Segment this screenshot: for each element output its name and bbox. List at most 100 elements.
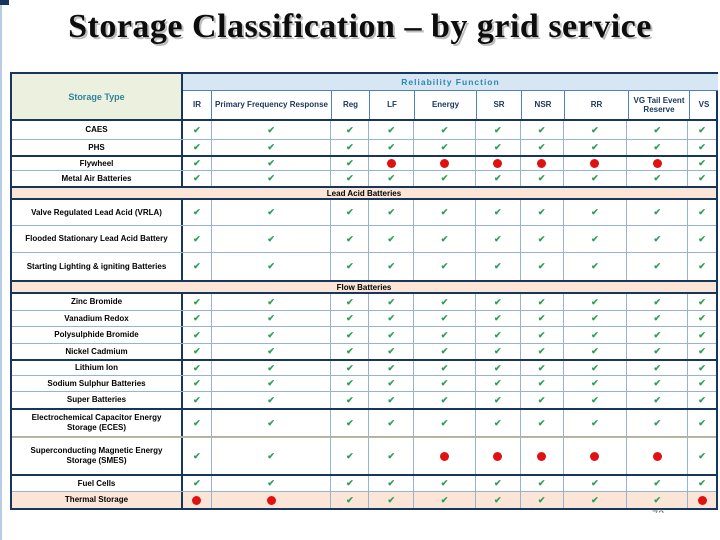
- check-icon: ✔: [387, 296, 395, 307]
- check-icon: ✔: [440, 362, 449, 373]
- check-icon: ✔: [267, 296, 275, 307]
- check-icon: ✔: [698, 233, 706, 244]
- check-icon: ✔: [494, 233, 502, 244]
- check-icon: ✔: [346, 346, 354, 356]
- row-label: Flooded Stationary Lead Acid Battery: [12, 226, 183, 252]
- check-icon: ✔: [267, 378, 275, 388]
- grid-cell: ✔: [414, 253, 476, 280]
- grid-cell: ✔: [476, 410, 521, 436]
- check-icon: ✔: [387, 142, 395, 152]
- table-row: Flywheel ✔ ✔ ✔ ✔: [12, 155, 716, 171]
- dot-icon: [440, 159, 449, 168]
- row-label: CAES: [12, 121, 183, 139]
- check-icon: ✔: [346, 124, 354, 135]
- check-icon: ✔: [591, 173, 599, 183]
- grid-cell: ✔: [563, 492, 628, 508]
- table-row: Polysulphide Bromide ✔ ✔ ✔ ✔ ✔ ✔ ✔ ✔ ✔ ✔: [12, 327, 716, 344]
- grid-cell: [627, 157, 689, 170]
- check-icon: ✔: [537, 173, 546, 183]
- grid-cell: ✔: [627, 226, 689, 252]
- check-icon: ✔: [494, 378, 502, 388]
- grid-cell: ✔: [331, 311, 370, 326]
- grid-cell: ✔: [212, 311, 332, 326]
- check-icon: ✔: [267, 261, 275, 271]
- check-icon: ✔: [653, 394, 661, 405]
- check-icon: ✔: [346, 142, 354, 152]
- grid-cell: ✔: [564, 171, 628, 186]
- grid-cell: ✔: [212, 294, 332, 310]
- row-label: PHS: [12, 140, 183, 155]
- dot-icon: [652, 451, 662, 461]
- check-icon: ✔: [267, 207, 275, 217]
- check-icon: ✔: [653, 207, 661, 217]
- grid-cell: ✔: [688, 171, 716, 186]
- table-row: Electrochemical Capacitor Energy Storage…: [12, 408, 716, 437]
- grid-cell: ✔: [688, 253, 716, 280]
- grid-cell: ✔: [331, 392, 370, 408]
- check-icon: ✔: [653, 233, 661, 244]
- row-label: Zinc Bromide: [12, 294, 183, 310]
- check-icon: ✔: [387, 329, 395, 340]
- check-icon: ✔: [267, 233, 275, 244]
- grid-cell: ✔: [688, 361, 716, 375]
- table-row: Super Batteries ✔ ✔ ✔ ✔ ✔ ✔ ✔ ✔ ✔ ✔: [12, 392, 716, 409]
- grid-cell: ✔: [564, 327, 628, 343]
- grid-cell: ✔: [564, 140, 628, 155]
- grid-cell: ✔: [414, 376, 476, 391]
- check-icon: ✔: [494, 394, 502, 405]
- dot-icon: [590, 451, 600, 461]
- check-icon: ✔: [193, 313, 201, 323]
- check-icon: ✔: [653, 142, 661, 152]
- grid-cell: ✔: [212, 344, 332, 359]
- grid-cell: ✔: [183, 253, 212, 280]
- check-icon: ✔: [591, 261, 599, 271]
- check-icon: ✔: [653, 124, 661, 135]
- grid-cell: ✔: [183, 361, 212, 375]
- check-icon: ✔: [193, 173, 201, 183]
- check-icon: ✔: [653, 478, 661, 488]
- check-icon: ✔: [267, 478, 275, 488]
- check-icon: ✔: [698, 346, 706, 356]
- check-icon: ✔: [387, 417, 395, 428]
- check-icon: ✔: [346, 478, 354, 488]
- grid-cell: ✔: [183, 200, 212, 225]
- grid-cell: ✔: [183, 121, 212, 139]
- check-icon: ✔: [591, 313, 599, 323]
- grid-cell: ✔: [212, 376, 332, 391]
- grid-cell: ✔: [476, 171, 521, 186]
- check-icon: ✔: [653, 329, 661, 340]
- slide-left-border: [0, 0, 2, 540]
- column-header-lf: LF: [370, 91, 415, 119]
- grid-cell: ✔: [331, 140, 370, 155]
- dot-icon: [192, 495, 202, 505]
- row-label: Lithium Ion: [12, 361, 183, 375]
- grid-cell: ✔: [212, 361, 332, 375]
- check-icon: ✔: [440, 494, 449, 505]
- check-icon: ✔: [537, 261, 546, 271]
- check-icon: ✔: [387, 394, 395, 405]
- grid-cell: ✔: [331, 294, 370, 310]
- check-icon: ✔: [653, 313, 661, 323]
- grid-cell: ✔: [331, 200, 370, 225]
- grid-cell: ✔: [212, 171, 332, 186]
- grid-cell: ✔: [564, 476, 628, 491]
- grid-cell: ✔: [331, 171, 370, 186]
- grid-cell: ✔: [627, 327, 689, 343]
- dot-icon: [266, 495, 276, 505]
- grid-cell: ✔: [476, 392, 521, 408]
- check-icon: ✔: [193, 233, 201, 244]
- check-icon: ✔: [698, 261, 706, 271]
- grid-cell: ✔: [331, 476, 370, 491]
- check-icon: ✔: [698, 362, 706, 373]
- table-row: Vanadium Redox ✔ ✔ ✔ ✔ ✔ ✔ ✔ ✔ ✔ ✔: [12, 311, 716, 327]
- check-icon: ✔: [494, 173, 502, 183]
- grid-cell: ✔: [564, 410, 628, 436]
- grid-cell: ✔: [212, 226, 332, 252]
- check-icon: ✔: [537, 362, 546, 373]
- table-header: Storage Type Reliability Function IR Prim…: [12, 74, 718, 121]
- check-icon: ✔: [591, 142, 599, 152]
- grid-cell: ✔: [476, 140, 521, 155]
- section-row: Flow Batteries: [12, 280, 716, 294]
- check-icon: ✔: [346, 450, 354, 461]
- check-icon: ✔: [346, 207, 354, 217]
